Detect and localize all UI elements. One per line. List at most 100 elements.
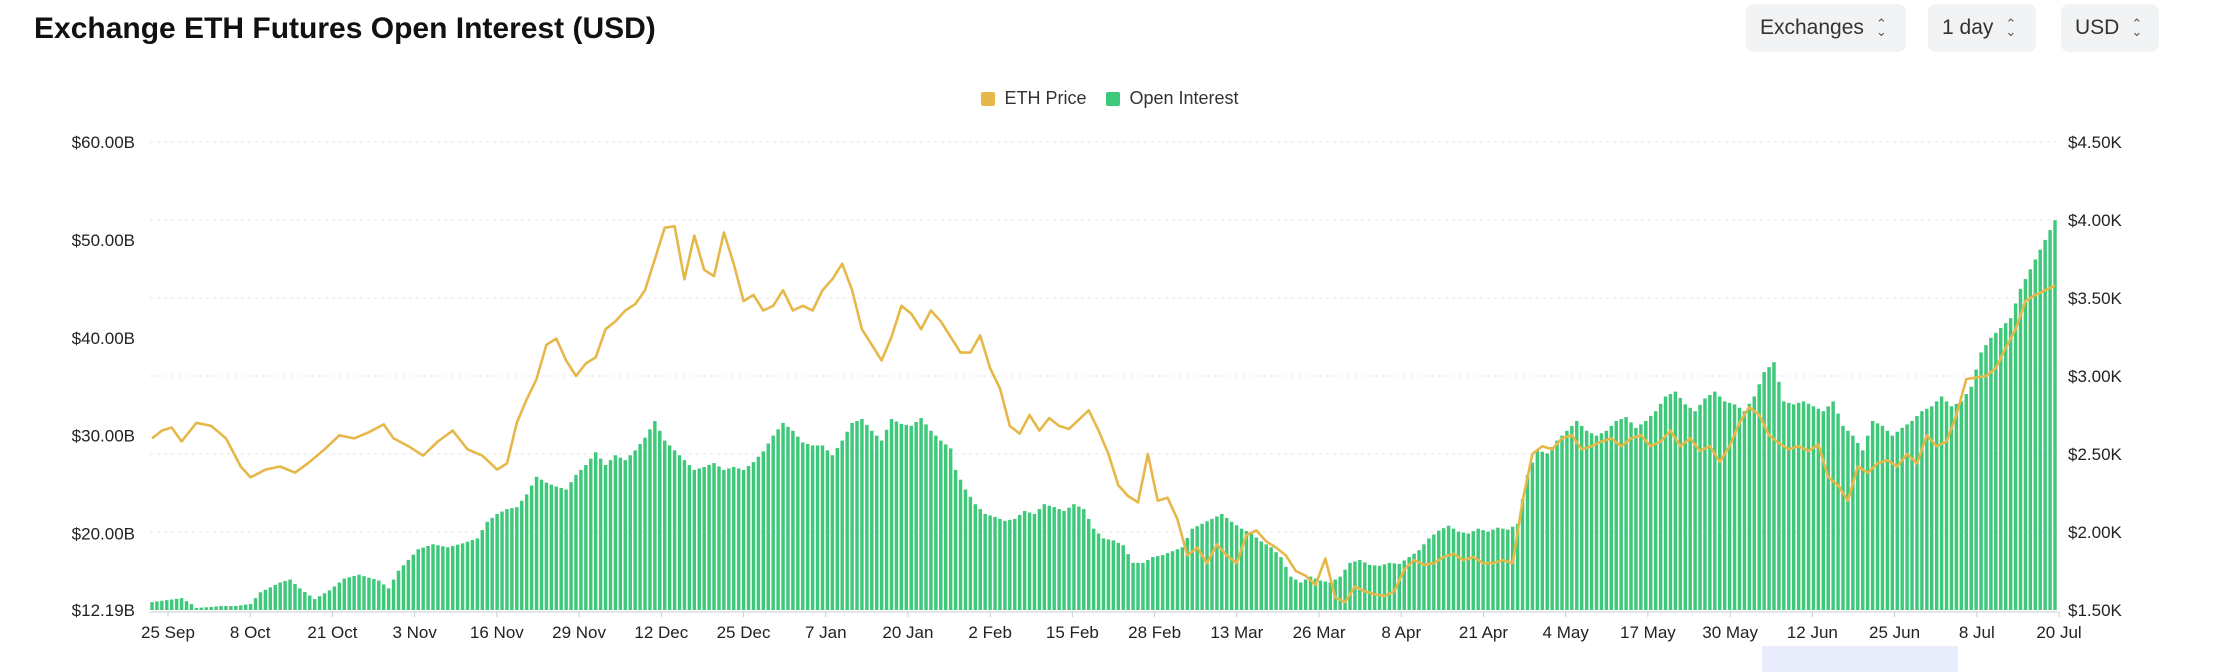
legend-item-eth-price[interactable]: ETH Price: [981, 88, 1086, 109]
oi-bar: [1456, 531, 1461, 610]
oi-bar: [1126, 554, 1130, 610]
interval-select[interactable]: 1 day ⌃ ⌄: [1928, 4, 2036, 52]
oi-bar: [515, 507, 519, 610]
oi-bar: [672, 450, 677, 610]
right-axis-tick-label: $2.00K: [2068, 523, 2123, 542]
oi-bar: [1520, 499, 1525, 610]
oi-bar: [1225, 517, 1229, 610]
oi-bar: [1249, 533, 1254, 610]
oi-bar: [1215, 516, 1219, 610]
oi-bar: [1141, 562, 1145, 610]
oi-bar: [1584, 430, 1589, 610]
oi-bar: [1042, 504, 1047, 610]
oi-bar: [362, 576, 366, 610]
oi-bar: [1461, 532, 1466, 610]
oi-bar: [2053, 220, 2057, 610]
oi-bar: [1604, 430, 1609, 610]
oi-bar: [697, 468, 701, 610]
oi-bar: [357, 574, 361, 610]
oi-bar: [544, 482, 549, 610]
oi-bar: [1649, 416, 1653, 610]
oi-bar: [559, 488, 563, 610]
oi-bar: [1910, 420, 1914, 610]
oi-bar: [682, 460, 687, 610]
oi-bar: [845, 431, 849, 610]
oi-bar: [1146, 559, 1150, 610]
oi-bar: [667, 445, 672, 610]
oi-bar: [914, 421, 918, 610]
oi-bar: [1530, 462, 1535, 610]
oi-bar: [968, 496, 973, 610]
oi-bar: [1836, 413, 1840, 610]
oi-bar: [574, 474, 578, 610]
oi-bar: [1801, 401, 1806, 610]
eth-price-line: [151, 224, 2056, 604]
oi-bar: [1545, 453, 1549, 610]
oi-bar: [554, 486, 558, 610]
oi-bar: [781, 422, 785, 610]
oi-bar: [1875, 423, 1880, 610]
oi-bar: [1816, 408, 1821, 610]
oi-bar: [1432, 534, 1436, 610]
oi-bar: [165, 600, 169, 610]
currency-select[interactable]: USD ⌃ ⌄: [2061, 4, 2159, 52]
oi-bar: [1989, 337, 1993, 610]
oi-bar: [1806, 403, 1811, 610]
oi-bar: [1634, 427, 1638, 610]
oi-bar: [1407, 557, 1411, 610]
oi-bar: [1496, 527, 1500, 610]
oi-bar: [372, 579, 376, 610]
exchanges-select[interactable]: Exchanges ⌃ ⌄: [1746, 4, 1906, 52]
right-axis-tick-label: $3.00K: [2068, 367, 2123, 386]
right-axis-tick-label: $3.50K: [2068, 289, 2123, 308]
oi-bar: [934, 435, 938, 610]
oi-bar: [1737, 407, 1742, 610]
oi-bar: [1175, 549, 1180, 610]
oi-bar: [751, 462, 756, 610]
oi-bar: [894, 421, 899, 610]
oi-bar: [835, 447, 840, 610]
oi-bar: [455, 544, 460, 610]
oi-bar: [1575, 420, 1579, 610]
oi-bar: [421, 547, 425, 610]
oi-bar: [815, 445, 820, 610]
oi-bar: [1096, 533, 1101, 610]
oi-bar: [485, 521, 489, 610]
oi-bar: [1220, 513, 1224, 610]
oi-bar: [1180, 547, 1185, 610]
oi-bar: [1013, 518, 1017, 610]
oi-bar: [1619, 419, 1623, 610]
legend-item-open-interest[interactable]: Open Interest: [1106, 88, 1239, 109]
oi-bar: [1841, 425, 1845, 610]
oi-bar: [1156, 556, 1160, 610]
x-axis-tick-label: 8 Jul: [1959, 623, 1995, 642]
range-navigator-handle[interactable]: [1762, 646, 1958, 672]
exchanges-select-label: Exchanges: [1760, 16, 1864, 39]
oi-bar: [386, 588, 391, 610]
oi-bar: [1387, 562, 1392, 610]
oi-bar: [569, 482, 573, 610]
oi-bar: [1895, 431, 1899, 610]
oi-bar: [1915, 416, 1919, 610]
oi-bar: [1072, 504, 1076, 610]
oi-bar: [169, 599, 174, 610]
oi-bar: [1274, 552, 1278, 610]
oi-bar: [584, 465, 588, 610]
oi-bar: [1861, 450, 1865, 610]
oi-bar: [1343, 569, 1347, 610]
oi-bar: [1052, 507, 1056, 610]
oi-bar: [623, 460, 628, 610]
oi-bar: [564, 489, 568, 610]
oi-bar: [741, 469, 746, 610]
oi-bar: [1397, 563, 1402, 610]
right-axis-tick-label: $1.50K: [2068, 601, 2123, 620]
oi-bar: [529, 485, 534, 610]
oi-bar: [1969, 386, 1973, 610]
legend-swatch-oi: [1106, 91, 1121, 106]
oi-bar: [1949, 406, 1954, 610]
oi-bar: [470, 540, 475, 610]
right-axis-ticks: $1.50K $2.00K $2.50K $3.00K $3.50K $4.00K $4.5…: [2068, 133, 2123, 620]
x-axis-tick-label: 17 May: [1620, 623, 1676, 642]
oi-bar: [524, 494, 529, 610]
